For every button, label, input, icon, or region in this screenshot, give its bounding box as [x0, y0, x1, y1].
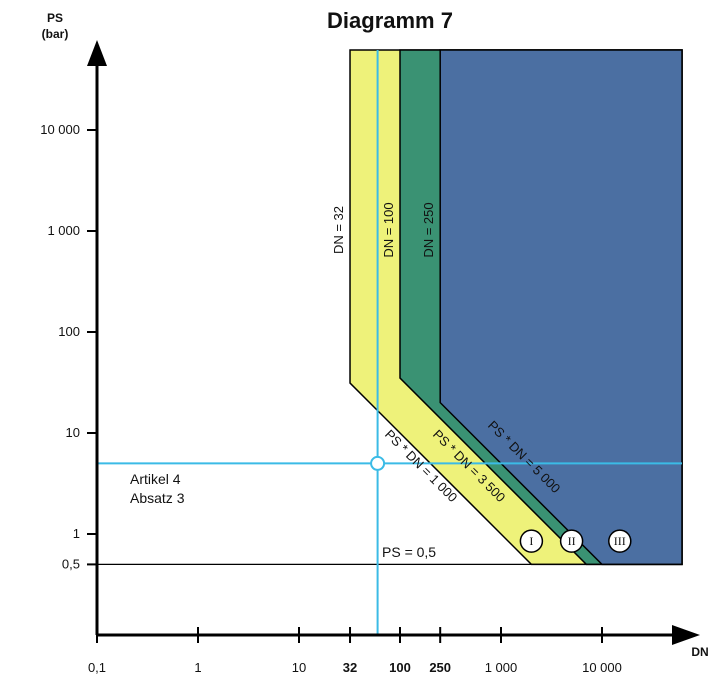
- x-tick-label: 10: [292, 660, 306, 675]
- example-label-line2: Absatz 3: [130, 490, 185, 506]
- x-tick-label: 100: [389, 660, 411, 675]
- y-tick-label: 1 000: [47, 223, 80, 238]
- category-i-badge: [519, 529, 544, 553]
- axes: 0,1 1 10 32 100 250 1 000 10 000 0,5 1 10 100 1 000 1…: [40, 11, 708, 675]
- example-point: [370, 455, 386, 471]
- category-iii-label: III: [614, 534, 626, 548]
- y-tick-label: 10 000: [40, 122, 80, 137]
- chart-title: Diagramm 7: [327, 8, 453, 33]
- category-i-label: I: [529, 534, 533, 548]
- dn-32-label: DN = 32: [331, 206, 346, 254]
- example-label-line1: Artikel 4: [130, 471, 181, 487]
- x-tick-label: 0,1: [88, 660, 106, 675]
- y-axis-label-line2: (bar): [42, 27, 69, 41]
- y-tick-label: 100: [58, 324, 80, 339]
- category-ii-label: II: [568, 534, 576, 548]
- dn-100-label: DN = 100: [381, 202, 396, 257]
- x-tick-label: 32: [343, 660, 357, 675]
- y-axis-label-line1: PS: [47, 11, 63, 25]
- x-axis-arrow: [672, 625, 700, 645]
- y-axis-arrow: [87, 40, 107, 66]
- regions: [349, 49, 683, 566]
- x-tick-label: 1 000: [485, 660, 518, 675]
- ps-min-label: PS = 0,5: [382, 544, 436, 560]
- x-tick-label: 1: [194, 660, 201, 675]
- x-tick-label: 10 000: [582, 660, 622, 675]
- y-tick-label: 0,5: [62, 556, 80, 571]
- category-iii-badge: [608, 529, 632, 553]
- x-tick-label: 250: [429, 660, 451, 675]
- lines: [97, 50, 682, 635]
- category-ii-badge: [559, 529, 584, 553]
- y-tick-label: 1: [73, 526, 80, 541]
- y-tick-label: 10: [66, 425, 80, 440]
- dn-250-label: DN = 250: [421, 202, 436, 257]
- x-axis-label: DN: [691, 645, 708, 659]
